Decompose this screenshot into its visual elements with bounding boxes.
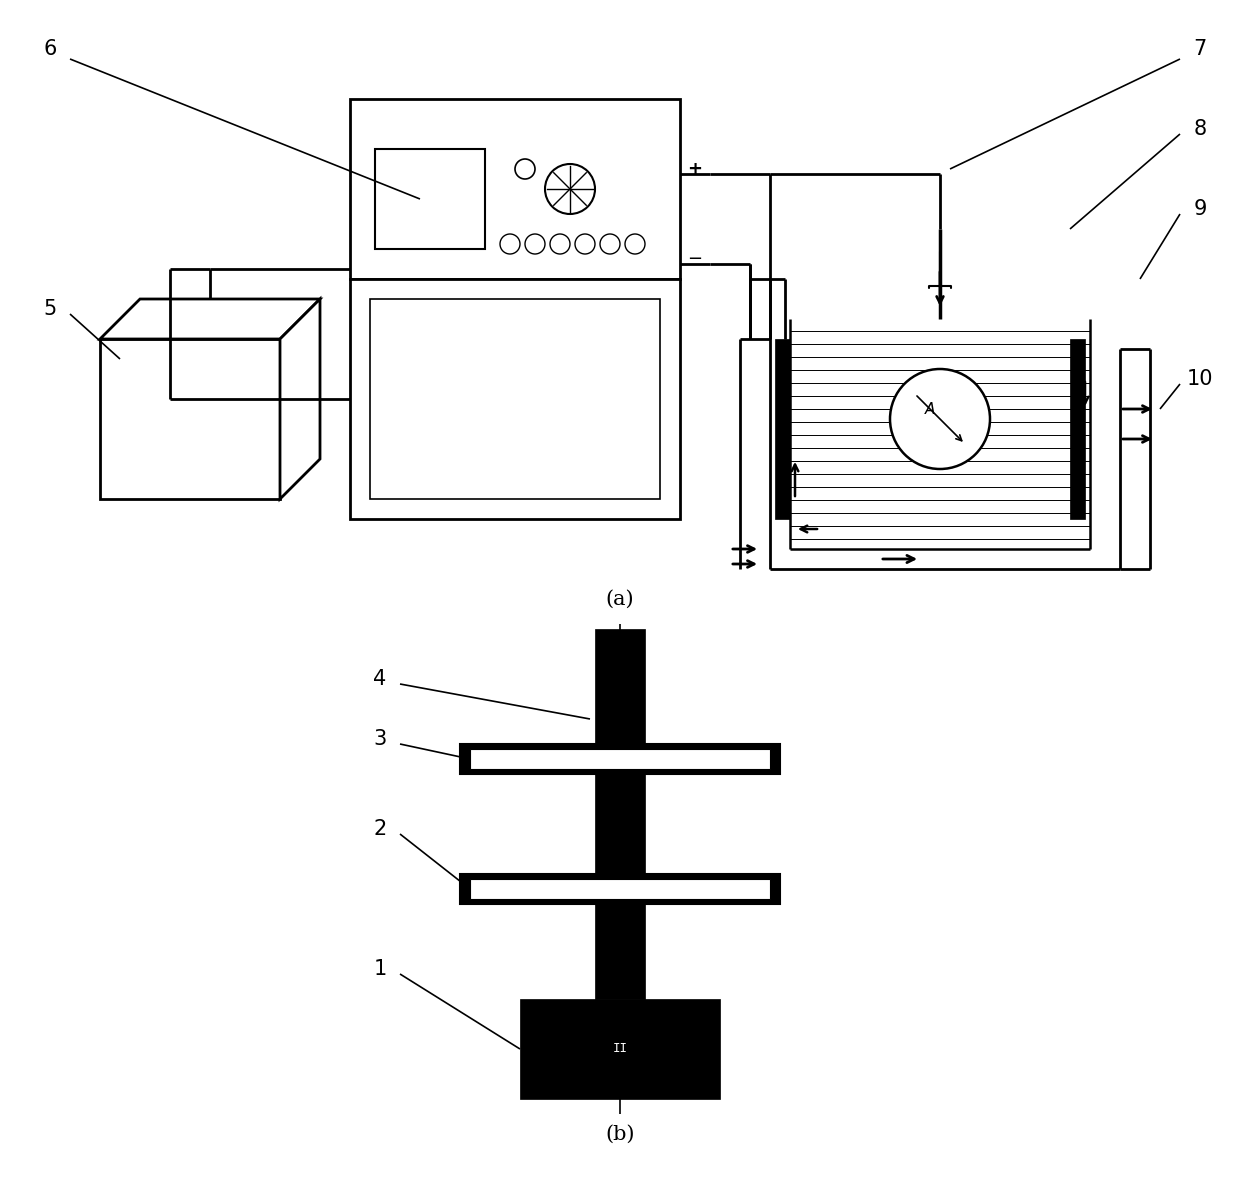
Bar xyxy=(595,904,645,999)
Circle shape xyxy=(546,164,595,213)
Circle shape xyxy=(551,234,570,254)
Bar xyxy=(520,999,720,1099)
Polygon shape xyxy=(280,299,320,499)
Circle shape xyxy=(890,369,990,469)
Text: 1: 1 xyxy=(373,959,387,980)
Circle shape xyxy=(575,234,595,254)
Bar xyxy=(370,299,660,499)
Bar xyxy=(460,874,780,904)
Bar xyxy=(460,745,780,775)
Text: −: − xyxy=(687,251,703,269)
Text: 10: 10 xyxy=(1187,369,1213,388)
Bar xyxy=(775,339,790,519)
Bar xyxy=(470,879,770,899)
Text: A: A xyxy=(925,402,935,416)
Bar xyxy=(1070,339,1085,519)
Text: (a): (a) xyxy=(605,590,635,609)
Circle shape xyxy=(515,159,534,179)
Bar xyxy=(374,149,485,249)
Text: 8: 8 xyxy=(1193,119,1207,139)
Bar xyxy=(595,775,645,879)
Text: 4: 4 xyxy=(373,669,387,689)
Text: 3: 3 xyxy=(373,729,387,749)
Circle shape xyxy=(600,234,620,254)
Text: 6: 6 xyxy=(43,40,57,59)
Bar xyxy=(595,629,645,749)
Text: 5: 5 xyxy=(43,299,57,319)
Bar xyxy=(100,339,280,499)
Circle shape xyxy=(500,234,520,254)
Polygon shape xyxy=(100,299,320,339)
Circle shape xyxy=(625,234,645,254)
Text: (b): (b) xyxy=(605,1125,635,1144)
Text: 9: 9 xyxy=(1193,199,1207,219)
Text: 2: 2 xyxy=(373,819,387,839)
Text: 7: 7 xyxy=(1193,40,1207,59)
Circle shape xyxy=(525,234,546,254)
Text: II: II xyxy=(613,1042,627,1055)
Bar xyxy=(350,100,680,279)
Text: +: + xyxy=(687,159,703,177)
Bar xyxy=(350,279,680,519)
Bar xyxy=(470,749,770,769)
